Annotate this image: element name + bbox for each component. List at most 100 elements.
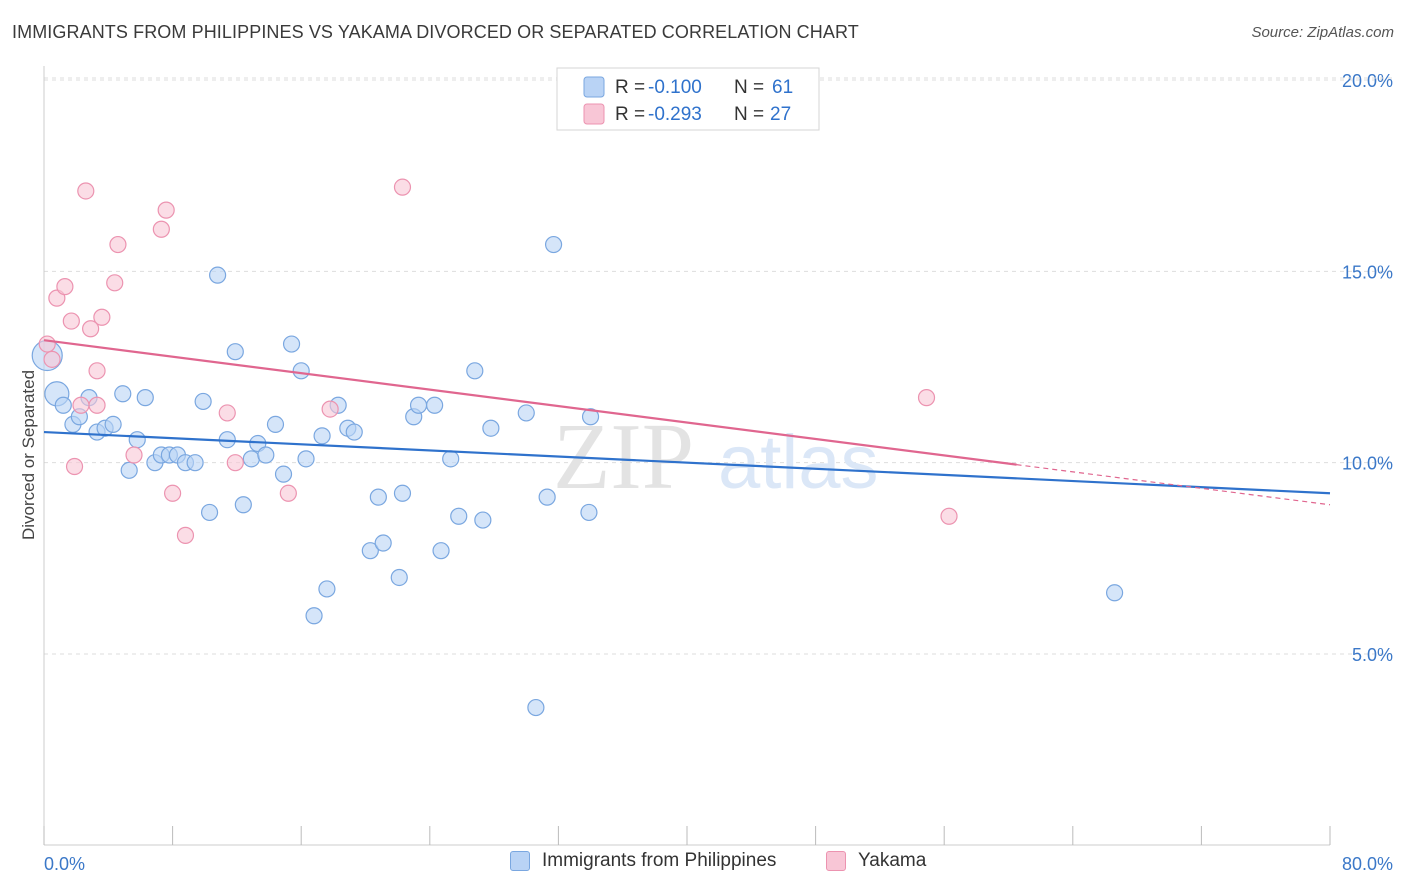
legend-label-philippines: Immigrants from Philippines — [542, 850, 777, 871]
point-philippines — [361, 542, 379, 560]
point-philippines — [282, 335, 301, 353]
legend-n-value-1: 61 — [772, 77, 793, 98]
trend-line-yakama-extrapolated — [1016, 464, 1331, 506]
point-philippines — [292, 362, 310, 380]
point-philippines — [234, 496, 252, 514]
point-yakama — [157, 201, 175, 219]
legend-r-label-1: R = — [615, 77, 645, 98]
legend-n-label-1: N = — [734, 77, 764, 98]
series-legend: Immigrants from Philippines Yakama — [0, 850, 1406, 880]
x-tick-label-min: 0.0% — [44, 854, 85, 874]
point-yakama — [125, 446, 143, 464]
point-philippines — [209, 266, 227, 284]
trend-line-yakama — [43, 339, 1017, 466]
point-philippines — [226, 343, 244, 361]
legend-r-value-2: -0.293 — [648, 104, 702, 125]
point-yakama — [164, 484, 182, 502]
point-yakama — [226, 454, 244, 472]
point-yakama — [62, 312, 80, 330]
point-philippines — [114, 385, 132, 403]
point-yakama — [218, 404, 236, 422]
point-philippines — [274, 465, 293, 483]
axes: 0.0% 80.0% — [43, 66, 1393, 874]
watermark-atlas: atlas — [718, 420, 879, 505]
point-philippines — [297, 450, 315, 468]
chart-title: IMMIGRANTS FROM PHILIPPINES VS YAKAMA DI… — [12, 22, 859, 42]
point-philippines — [345, 423, 363, 441]
legend-item-yakama: Yakama — [826, 850, 926, 872]
point-philippines — [581, 408, 600, 426]
point-yakama — [93, 308, 111, 326]
legend-swatch-blue — [583, 76, 605, 98]
y-tick-label: 15.0% — [1342, 262, 1393, 282]
watermark: ZIP atlas — [553, 405, 879, 509]
correlation-legend: R = -0.100 N = 61 R = -0.293 N = 27 — [556, 67, 820, 131]
point-philippines — [305, 607, 323, 625]
point-yakama — [917, 389, 936, 407]
y-tick-label: 10.0% — [1342, 454, 1393, 474]
point-philippines — [120, 461, 138, 479]
legend-r-value-1: -0.100 — [648, 77, 702, 98]
point-philippines — [186, 454, 204, 472]
point-yakama — [279, 484, 297, 502]
point-yakama — [109, 235, 127, 254]
legend-label-yakama: Yakama — [858, 850, 927, 871]
y-axis-label: Divorced or Separated — [19, 370, 38, 540]
point-philippines — [538, 488, 556, 506]
legend-n-value-2: 27 — [770, 104, 791, 125]
point-philippines — [194, 392, 212, 411]
point-philippines — [466, 362, 484, 380]
point-yakama — [106, 274, 124, 292]
point-philippines — [313, 427, 331, 445]
trend-line-philippines — [43, 430, 1331, 495]
point-philippines — [482, 419, 500, 437]
point-yakama — [77, 182, 95, 200]
point-philippines — [1105, 584, 1124, 602]
point-philippines — [136, 389, 154, 407]
point-philippines — [426, 396, 444, 414]
point-philippines — [517, 404, 535, 422]
point-yakama — [393, 178, 412, 196]
legend-r-label-2: R = — [615, 104, 645, 125]
point-philippines — [409, 396, 428, 414]
point-yakama — [82, 320, 100, 338]
point-yakama — [65, 457, 84, 476]
point-philippines — [393, 484, 412, 502]
point-yakama — [321, 400, 339, 418]
point-yakama — [56, 278, 74, 296]
x-tick-label-max: 80.0% — [1342, 854, 1393, 874]
point-yakama — [940, 507, 958, 525]
point-philippines — [200, 503, 219, 522]
source-label: Source: ZipAtlas.com — [1251, 24, 1394, 41]
point-philippines — [54, 396, 72, 414]
point-philippines — [369, 488, 387, 506]
point-philippines — [374, 534, 392, 552]
legend-swatch-philippines — [510, 851, 530, 871]
y-tick-label: 5.0% — [1352, 645, 1393, 665]
point-philippines — [257, 446, 275, 464]
point-philippines — [128, 431, 146, 449]
legend-swatch-pink — [583, 103, 605, 125]
point-philippines — [527, 698, 545, 717]
grid-lines: 5.0% 10.0% 15.0% 20.0% — [44, 71, 1393, 665]
point-yakama — [88, 396, 106, 414]
point-yakama — [88, 362, 106, 380]
point-philippines — [390, 568, 408, 587]
point-yakama — [152, 220, 170, 238]
point-philippines — [442, 450, 460, 468]
point-philippines — [104, 415, 122, 433]
point-yakama — [72, 396, 90, 414]
data-points — [31, 67, 1124, 717]
point-yakama — [176, 526, 195, 544]
y-tick-label: 20.0% — [1342, 71, 1393, 91]
point-philippines — [318, 580, 336, 598]
point-philippines — [544, 235, 563, 254]
point-philippines — [266, 415, 285, 433]
trend-lines — [43, 339, 1331, 506]
legend-swatch-yakama — [826, 851, 846, 871]
point-yakama — [38, 335, 56, 353]
point-philippines — [432, 542, 450, 560]
legend-item-philippines: Immigrants from Philippines — [510, 850, 776, 872]
point-yakama — [43, 350, 61, 368]
